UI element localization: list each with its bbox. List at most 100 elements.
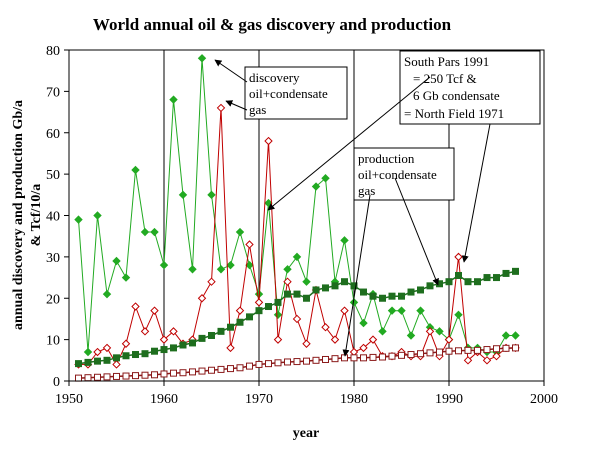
x-axis-label: year [293, 426, 319, 441]
point-discovery_oil-1997 [511, 331, 520, 340]
point-discovery_oil-1991 [454, 310, 463, 320]
point-discovery_oil-1966 [216, 265, 226, 274]
point-production_oil-1981 [360, 288, 367, 296]
point-production_gas-1960 [160, 370, 168, 378]
y-tick-label-70: 70 [46, 85, 60, 100]
point-production_gas-1979 [341, 354, 348, 362]
point-discovery_gas-1973 [283, 277, 292, 286]
point-production_gas-1965 [208, 366, 215, 374]
point-production_gas-1996 [502, 344, 510, 352]
point-production_oil-1956 [122, 352, 130, 360]
y-axis-label-line1: annual discovery and production Gb/a [11, 100, 26, 330]
point-production_gas-1962 [179, 369, 187, 377]
point-production_gas-1980 [350, 354, 358, 362]
y-tick-label-40: 40 [46, 210, 60, 225]
point-discovery_oil-1963 [188, 265, 197, 274]
point-production_oil-1991 [455, 271, 462, 279]
point-discovery_gas-1995 [492, 351, 501, 361]
point-production_oil-1974 [293, 290, 301, 298]
point-production_oil-1985 [398, 292, 405, 300]
y-tick-label-10: 10 [46, 334, 60, 349]
point-production_gas-1985 [398, 351, 405, 359]
point-discovery_oil-1958 [140, 227, 150, 237]
point-production_oil-1970 [255, 307, 263, 315]
point-production_oil-1953 [94, 357, 101, 365]
x-tick-label-1990: 1990 [435, 392, 463, 407]
point-production_oil-1992 [464, 278, 472, 286]
point-discovery_oil-1955 [112, 256, 121, 266]
point-production_gas-1997 [512, 344, 519, 352]
point-production_oil-1996 [502, 269, 510, 277]
point-discovery_gas-1959 [150, 306, 159, 315]
point-production_oil-1975 [303, 294, 310, 302]
y-tick-label-30: 30 [46, 251, 60, 266]
y-tick-label-20: 20 [46, 292, 60, 307]
point-discovery_gas-1966 [216, 103, 226, 113]
point-production_oil-1964 [198, 334, 206, 342]
point-discovery_oil-1986 [406, 331, 416, 340]
point-discovery_gas-1965 [207, 277, 216, 286]
point-discovery_gas-1991 [454, 252, 463, 262]
annotation-south-pars-box [399, 50, 541, 125]
point-production_gas-1991 [455, 347, 462, 355]
annotation-production-arrow-gas [342, 194, 371, 357]
point-production_gas-1983 [379, 353, 386, 361]
annotation-south-pars-line4: = North Field 1971 [404, 106, 504, 121]
point-production_oil-1957 [132, 351, 139, 359]
point-production_oil-1961 [170, 344, 177, 352]
annotation-south-pars-arrow-1971 [267, 76, 431, 211]
point-discovery_gas-1978 [330, 335, 340, 344]
point-discovery_oil-1965 [207, 190, 216, 200]
point-discovery_oil-1996 [501, 331, 511, 340]
point-discovery_gas-1969 [245, 240, 254, 249]
point-production_oil-1969 [246, 313, 253, 321]
point-discovery_oil-1951 [74, 215, 83, 224]
y-tick-label-50: 50 [46, 168, 60, 183]
point-discovery_gas-1977 [321, 323, 330, 332]
point-production_oil-1972 [274, 298, 282, 306]
point-discovery_oil-1954 [102, 289, 112, 299]
point-production_gas-1992 [464, 346, 472, 354]
point-discovery_gas-1979 [340, 306, 349, 315]
point-production_oil-1983 [379, 294, 386, 302]
annotation-production-line1: production [358, 151, 415, 166]
point-production_oil-1971 [265, 303, 272, 311]
x-tick-label-1960: 1960 [150, 392, 178, 407]
point-production_gas-1978 [331, 355, 339, 363]
chart-title: World annual oil & gas discovery and pro… [93, 15, 452, 34]
point-production_oil-1959 [151, 347, 158, 355]
point-production_gas-1954 [103, 373, 111, 381]
point-production_oil-1997 [512, 267, 519, 275]
point-discovery_oil-1961 [169, 95, 178, 104]
point-discovery_gas-1956 [121, 339, 131, 348]
point-discovery_gas-1967 [226, 343, 235, 353]
point-discovery_oil-1974 [292, 252, 302, 262]
series-production_gas [75, 344, 519, 382]
point-discovery_oil-1983 [378, 327, 387, 336]
point-production_oil-1987 [417, 286, 424, 294]
point-production_gas-1963 [189, 368, 196, 376]
point-production_gas-1981 [360, 354, 367, 362]
point-production_gas-1986 [407, 351, 415, 359]
point-production_gas-1984 [388, 352, 396, 360]
annotation-discovery: discovery oil+condensate gas [214, 59, 348, 120]
point-discovery_gas-1972 [273, 335, 283, 344]
annotation-south-pars-line1: South Pars 1991 [404, 54, 489, 69]
point-discovery_gas-1953 [93, 347, 102, 357]
point-production_oil-1967 [227, 323, 234, 331]
point-discovery_oil-1980 [349, 298, 359, 307]
point-discovery_gas-1971 [264, 136, 273, 146]
point-discovery_gas-1964 [197, 294, 207, 303]
point-discovery_gas-1990 [444, 335, 454, 344]
point-production_gas-1951 [75, 374, 82, 382]
point-production_oil-1951 [75, 360, 82, 368]
point-production_oil-1994 [483, 274, 491, 282]
point-production_gas-1961 [170, 369, 177, 377]
point-production_gas-1955 [113, 372, 120, 380]
annotation-discovery-line1: discovery [249, 70, 300, 85]
point-discovery_gas-1958 [140, 327, 150, 336]
point-discovery_gas-1988 [425, 327, 435, 336]
annotation-production-line3: gas [358, 183, 375, 198]
point-discovery_oil-1953 [93, 211, 102, 220]
